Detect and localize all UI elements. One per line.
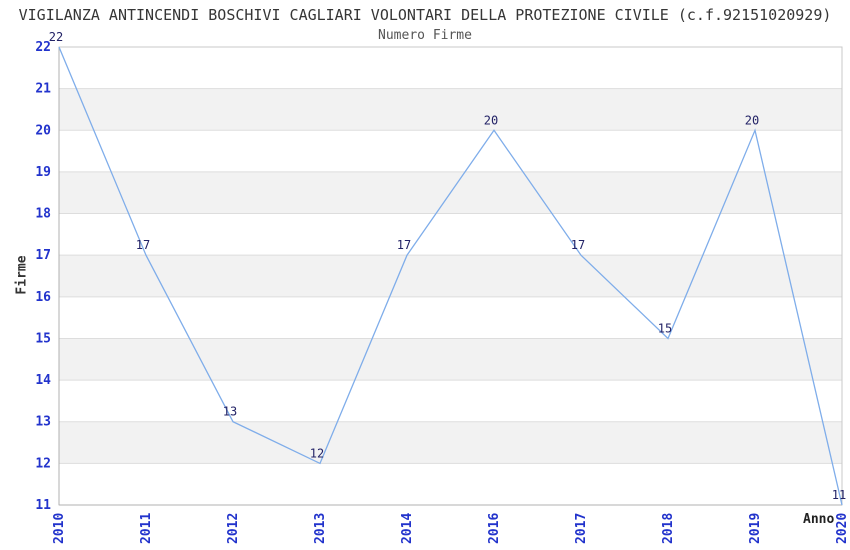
band-stripe — [59, 421, 842, 464]
x-tick-label: 2011 — [139, 513, 154, 544]
y-tick-label: 11 — [35, 498, 51, 513]
data-point-label: 17 — [571, 238, 585, 252]
x-tick-label: 2014 — [400, 513, 415, 544]
y-tick-label: 15 — [35, 331, 51, 346]
x-tick-label: 2013 — [313, 513, 328, 544]
x-tick-label: 2018 — [661, 513, 676, 544]
y-tick-label: 17 — [35, 248, 51, 263]
y-tick-label: 22 — [35, 40, 51, 55]
band-stripe — [59, 338, 842, 381]
y-axis-title: Firme — [14, 255, 30, 295]
data-line — [58, 46, 843, 506]
data-point-label: 17 — [136, 238, 150, 252]
y-tick-label: 12 — [35, 456, 51, 471]
data-point-label: 20 — [745, 113, 759, 127]
data-point-label: 20 — [484, 113, 498, 127]
x-axis-title: Anno — [803, 512, 835, 527]
data-point-label: 11 — [832, 488, 846, 502]
y-tick-label: 21 — [35, 82, 51, 97]
data-point-label: 17 — [397, 238, 411, 252]
x-tick-label: 2016 — [487, 513, 502, 544]
band-stripe — [59, 88, 842, 131]
data-point-label: 22 — [49, 30, 63, 44]
x-tick-label: 2012 — [226, 513, 241, 544]
x-tick-label: 2019 — [748, 513, 763, 544]
y-tick-label: 20 — [35, 123, 51, 138]
chart-title: VIGILANZA ANTINCENDI BOSCHIVI CAGLIARI V… — [18, 6, 832, 24]
data-point-label: 13 — [223, 405, 237, 419]
chart-subtitle: Numero Firme — [378, 28, 472, 43]
x-tick-label: 2017 — [574, 513, 589, 544]
data-point-label: 12 — [310, 446, 324, 460]
x-tick-label: 2010 — [52, 513, 67, 544]
x-tick-label: 2020 — [835, 513, 850, 544]
y-tick-label: 16 — [35, 290, 51, 305]
data-point-label: 15 — [658, 321, 672, 335]
band-stripe — [59, 255, 842, 297]
y-tick-label: 19 — [35, 165, 51, 180]
y-tick-label: 18 — [35, 207, 51, 222]
y-tick-label: 13 — [35, 415, 51, 430]
y-tick-label: 14 — [35, 373, 51, 388]
